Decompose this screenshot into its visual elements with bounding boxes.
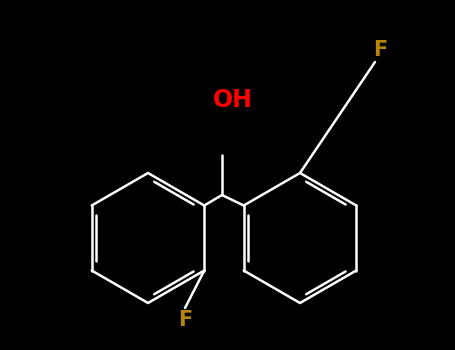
- Text: OH: OH: [213, 88, 253, 112]
- Text: F: F: [178, 310, 192, 330]
- Text: F: F: [373, 40, 387, 60]
